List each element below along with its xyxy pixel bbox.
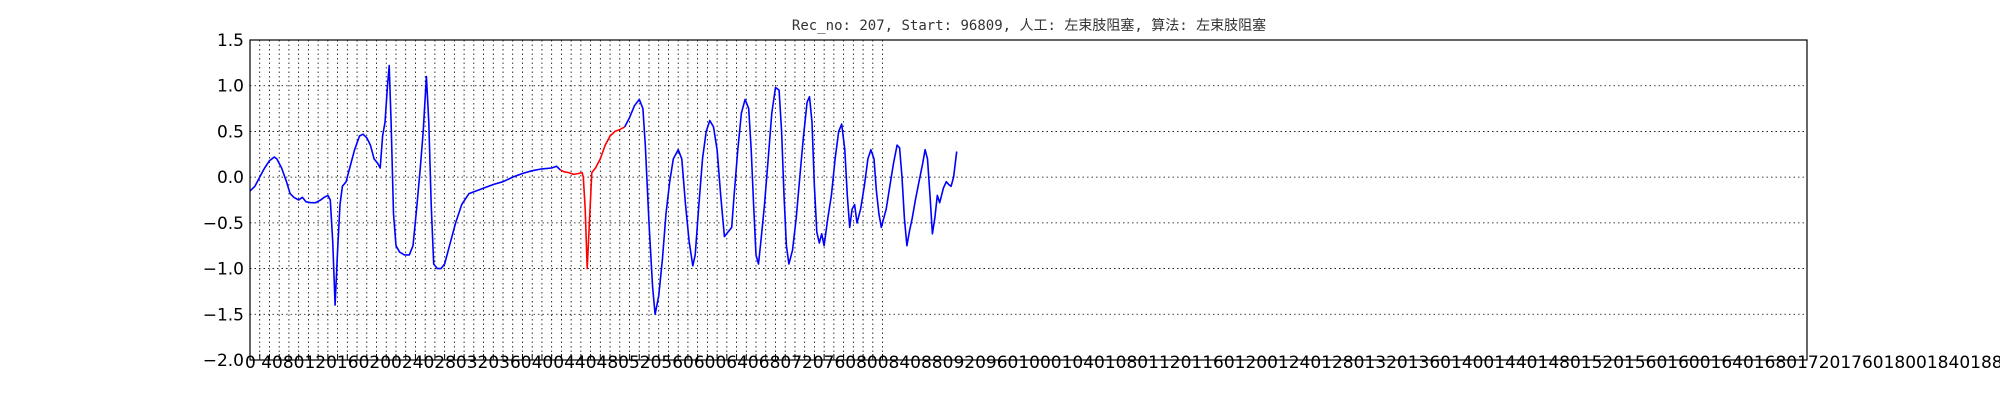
y-tick-label: −1.5 (203, 305, 244, 325)
grid-lines (249, 39, 1807, 361)
series-layer (249, 64, 958, 316)
y-axis-ticks: 1.5 1.0 0.5 0.0 −0.5 −1.0 −1.5 −2.0 (203, 31, 244, 371)
y-tick-label: 0.5 (217, 122, 244, 142)
y-tick-label: 1.5 (217, 31, 244, 51)
series-line-3 (623, 86, 958, 316)
y-tick-label: −0.5 (203, 214, 244, 234)
chart-title: Rec_no: 207, Start: 96809, 人工: 左束肢阻塞, 算法… (792, 17, 1266, 34)
y-tick-label: −2.0 (203, 351, 244, 371)
series-line-2 (559, 126, 626, 270)
y-tick-label: 1.0 (217, 77, 244, 97)
plot-frame (249, 39, 1808, 361)
series-line-1 (249, 64, 561, 306)
y-tick-label: −1.0 (203, 260, 244, 280)
x-tick-label-strip: 0 40801201602002402803203604004404805205… (245, 353, 2000, 373)
y-tick-label: 0.0 (217, 168, 244, 188)
